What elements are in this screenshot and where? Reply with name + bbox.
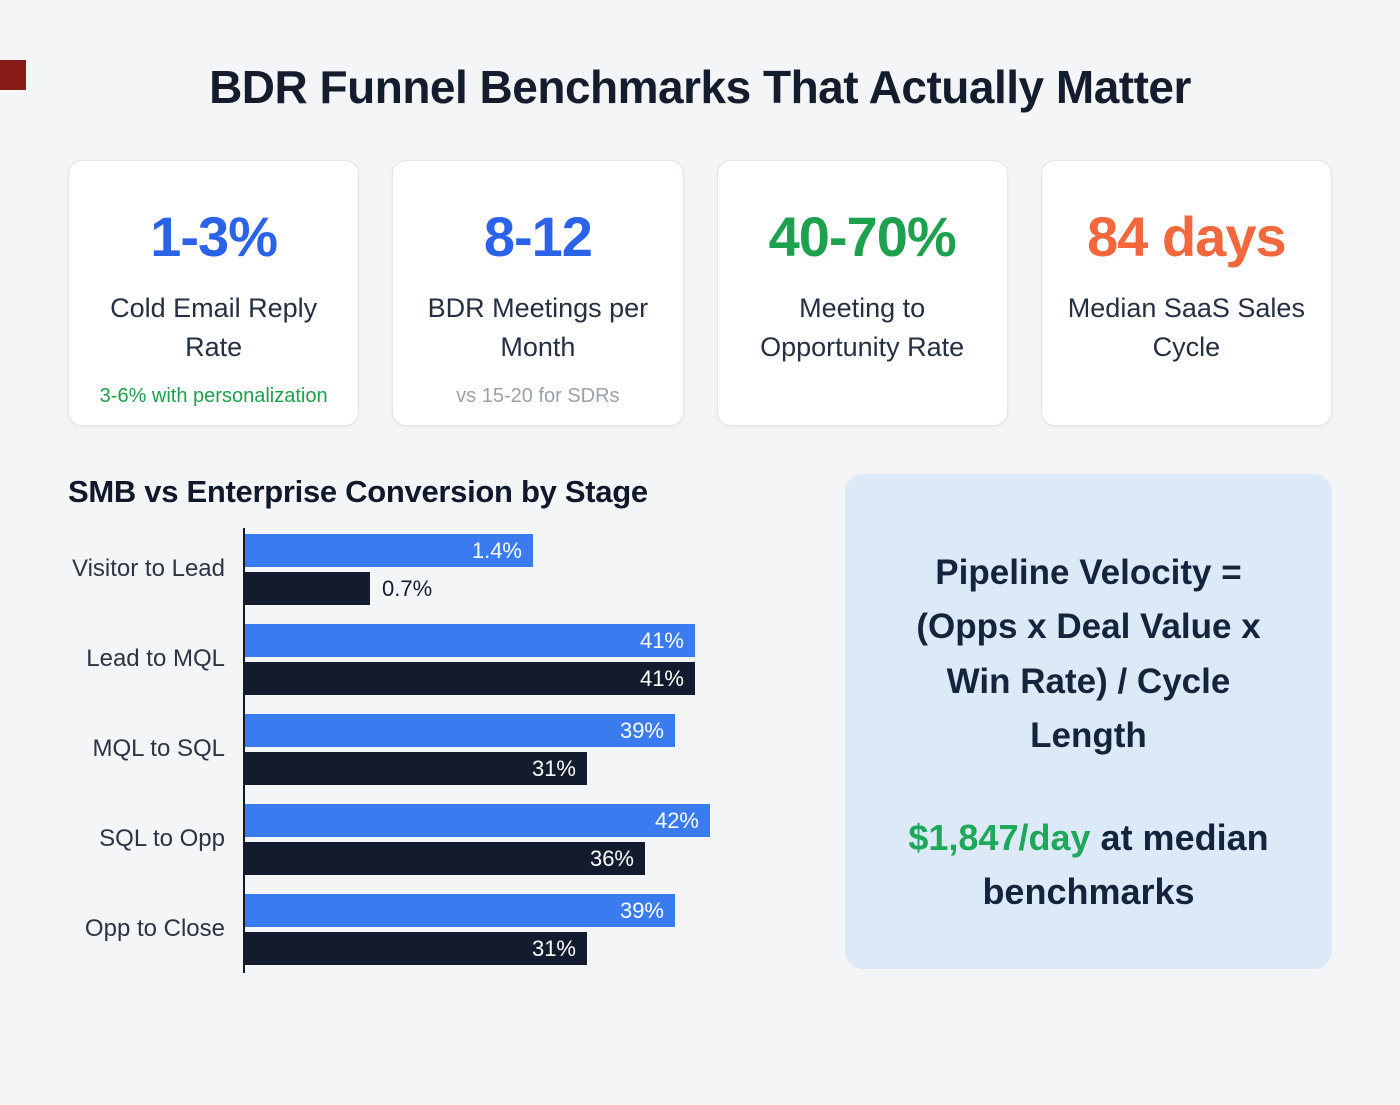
chart-row: SQL to Opp 42% 36% xyxy=(68,804,845,875)
stat-value: 1-3% xyxy=(150,205,278,268)
pipeline-velocity-suffix: at median benchmarks xyxy=(982,817,1269,912)
bar-line: 1.4% xyxy=(243,534,845,567)
bar-line: 39% xyxy=(243,894,845,927)
bar-value-label: 39% xyxy=(619,897,664,923)
stat-value: 84 days xyxy=(1087,205,1287,268)
bar-value-label: 36% xyxy=(589,845,634,871)
bar-line: 0.7% xyxy=(243,572,845,605)
bar-value-label: 41% xyxy=(639,627,684,653)
chart-bar-group: 39% 31% xyxy=(243,894,845,965)
stat-value: 40-70% xyxy=(768,205,957,268)
stat-card-median-saas-sales-cycle: 84 days Median SaaS Sales Cycle xyxy=(1040,160,1332,426)
bar-smb: 1.4% xyxy=(243,534,533,567)
bar-value-label: 31% xyxy=(531,935,576,961)
chart-row: MQL to SQL 39% 31% xyxy=(68,714,845,785)
bar-line: 42% xyxy=(243,804,845,837)
pipeline-velocity-formula: Pipeline Velocity = (Opps x Deal Value x… xyxy=(916,553,1261,755)
stat-label: Meeting to Opportunity Rate xyxy=(760,293,965,363)
bar-value-label: 41% xyxy=(639,665,684,691)
bar-enterprise xyxy=(243,572,370,605)
bar-enterprise: 36% xyxy=(243,842,645,875)
chart-y-axis xyxy=(243,528,245,973)
stat-label: Median SaaS Sales Cycle xyxy=(1067,293,1305,363)
bar-line: 39% xyxy=(243,714,845,747)
chart-category-label: Lead to MQL xyxy=(86,645,225,673)
bottom-section: SMB vs Enterprise Conversion by Stage Vi… xyxy=(0,474,1400,973)
bar-enterprise: 31% xyxy=(243,932,587,965)
chart-row: Opp to Close 39% 31% xyxy=(68,894,845,965)
pipeline-velocity-card: Pipeline Velocity = (Opps x Deal Value x… xyxy=(845,474,1332,969)
page-title: BDR Funnel Benchmarks That Actually Matt… xyxy=(209,61,1191,113)
bar-enterprise: 31% xyxy=(243,752,587,785)
stat-sublabel: 3-6% with personalization xyxy=(99,385,328,408)
bar-value-label: 42% xyxy=(654,807,699,833)
bar-enterprise: 41% xyxy=(243,662,695,695)
stat-label: BDR Meetings per Month xyxy=(427,293,649,363)
bar-line: 36% xyxy=(243,842,845,875)
corner-accent-decoration xyxy=(0,60,26,90)
stat-sublabel: vs 15-20 for SDRs xyxy=(456,385,620,408)
chart-category-label: Opp to Close xyxy=(84,915,225,943)
bar-value-label: 0.7% xyxy=(382,575,433,601)
stat-cards-row: 1-3% Cold Email Reply Rate 3-6% with per… xyxy=(0,160,1400,426)
stat-label: Cold Email Reply Rate xyxy=(110,293,318,363)
smb-vs-enterprise-bar-chart: Visitor to Lead 1.4% 0.7% Lead to MQL 41% 41%… xyxy=(68,528,845,973)
bar-value-label: 31% xyxy=(531,755,576,781)
bar-value-label: 1.4% xyxy=(471,537,522,563)
stat-card-meeting-to-opportunity-rate: 40-70% Meeting to Opportunity Rate xyxy=(716,160,1008,426)
chart-bar-group: 39% 31% xyxy=(243,714,845,785)
bar-line: 31% xyxy=(243,752,845,785)
chart-bar-group: 42% 36% xyxy=(243,804,845,875)
bar-value-label: 39% xyxy=(619,717,664,743)
bar-line: 31% xyxy=(243,932,845,965)
chart-category-label: SQL to Opp xyxy=(99,825,225,853)
chart-category-label: Visitor to Lead xyxy=(72,555,225,583)
chart-category-label: MQL to SQL xyxy=(92,735,226,763)
pipeline-velocity-value: $1,847/day xyxy=(908,817,1091,858)
conversion-chart-section: SMB vs Enterprise Conversion by Stage Vi… xyxy=(68,474,845,973)
chart-bar-group: 41% 41% xyxy=(243,624,845,695)
chart-bar-group: 1.4% 0.7% xyxy=(243,534,845,605)
stat-card-cold-email-reply-rate: 1-3% Cold Email Reply Rate 3-6% with per… xyxy=(68,160,360,426)
stat-value: 8-12 xyxy=(483,205,593,268)
bar-smb: 39% xyxy=(243,714,675,747)
chart-row: Lead to MQL 41% 41% xyxy=(68,624,845,695)
bar-line: 41% xyxy=(243,624,845,657)
bar-line: 41% xyxy=(243,662,845,695)
pipeline-velocity-result: $1,847/day at median benchmarks xyxy=(887,811,1290,919)
bar-smb: 41% xyxy=(243,624,695,657)
chart-title: SMB vs Enterprise Conversion by Stage xyxy=(68,474,648,509)
stat-card-bdr-meetings-per-month: 8-12 BDR Meetings per Month vs 15-20 for… xyxy=(392,160,684,426)
chart-rows: Visitor to Lead 1.4% 0.7% Lead to MQL 41% 41%… xyxy=(68,534,845,965)
bar-smb: 39% xyxy=(243,894,675,927)
chart-row: Visitor to Lead 1.4% 0.7% xyxy=(68,534,845,605)
bar-smb: 42% xyxy=(243,804,710,837)
